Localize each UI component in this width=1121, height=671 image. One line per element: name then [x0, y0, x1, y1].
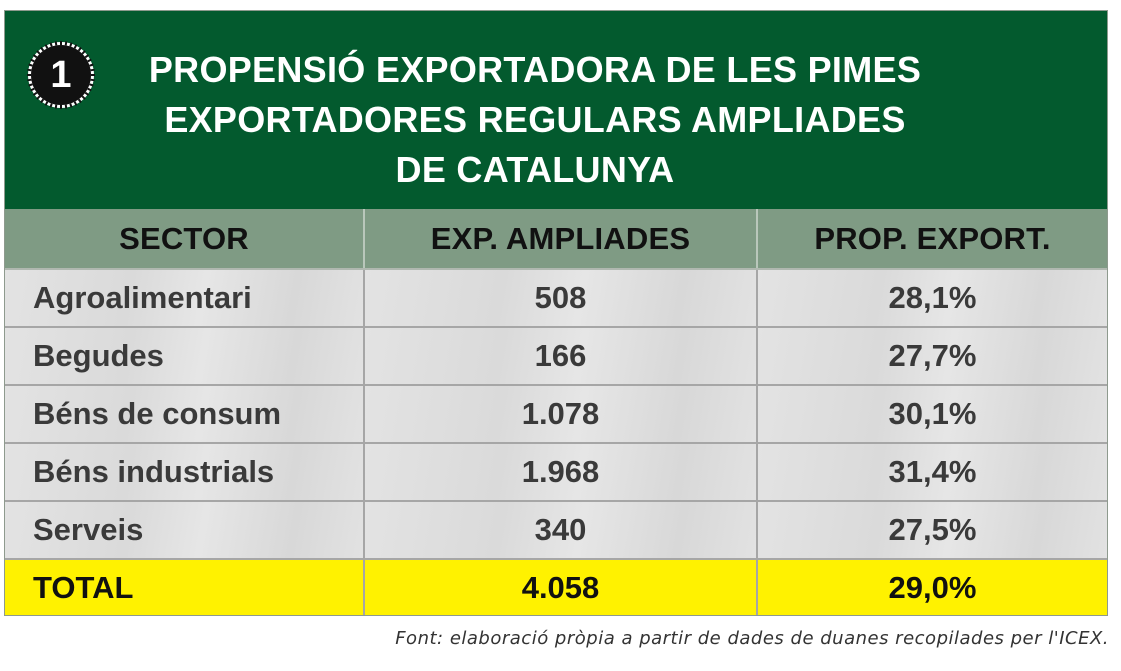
sector-cell: Serveis	[5, 501, 365, 560]
number-badge: 1	[27, 41, 95, 109]
table-header-row: SECTOR EXP. AMPLIADES PROP. EXPORT.	[5, 209, 1107, 270]
column-header-sector: SECTOR	[5, 209, 365, 270]
exp-cell: 1.968	[364, 443, 758, 502]
title-line: DE CATALUNYA	[395, 149, 675, 190]
table-row: Béns de consum 1.078 30,1%	[5, 385, 1107, 444]
export-table: SECTOR EXP. AMPLIADES PROP. EXPORT. Agro…	[5, 209, 1107, 615]
sector-cell: Béns industrials	[5, 443, 365, 502]
prop-cell: 27,5%	[757, 501, 1107, 560]
source-note: Font: elaboració pròpia a partir de dade…	[395, 628, 1109, 649]
badge-number: 1	[50, 54, 72, 96]
prop-cell: 28,1%	[757, 269, 1107, 328]
exp-cell: 340	[364, 501, 758, 560]
table-card: 1 PROPENSIÓ EXPORTADORA DE LES PIMES EXP…	[4, 10, 1108, 616]
total-prop: 29,0%	[757, 559, 1107, 615]
prop-cell: 27,7%	[757, 327, 1107, 386]
total-label: TOTAL	[5, 559, 365, 615]
sector-cell: Begudes	[5, 327, 365, 386]
badge-seal-icon	[27, 41, 95, 109]
title-banner: 1 PROPENSIÓ EXPORTADORA DE LES PIMES EXP…	[5, 11, 1107, 209]
exp-cell: 1.078	[364, 385, 758, 444]
sector-cell: Agroalimentari	[5, 269, 365, 328]
exp-cell: 166	[364, 327, 758, 386]
page-title: PROPENSIÓ EXPORTADORA DE LES PIMES EXPOR…	[105, 45, 965, 195]
column-header-prop: PROP. EXPORT.	[757, 209, 1107, 270]
column-header-exp: EXP. AMPLIADES	[364, 209, 758, 270]
table-row: Béns industrials 1.968 31,4%	[5, 443, 1107, 502]
table-row: Begudes 166 27,7%	[5, 327, 1107, 386]
exp-cell: 508	[364, 269, 758, 328]
prop-cell: 31,4%	[757, 443, 1107, 502]
title-line: EXPORTADORES REGULARS AMPLIADES	[164, 99, 906, 140]
total-exp: 4.058	[364, 559, 758, 615]
prop-cell: 30,1%	[757, 385, 1107, 444]
total-row: TOTAL 4.058 29,0%	[5, 559, 1107, 615]
sector-cell: Béns de consum	[5, 385, 365, 444]
table-row: Agroalimentari 508 28,1%	[5, 269, 1107, 328]
table-row: Serveis 340 27,5%	[5, 501, 1107, 560]
title-line: PROPENSIÓ EXPORTADORA DE LES PIMES	[148, 49, 922, 90]
